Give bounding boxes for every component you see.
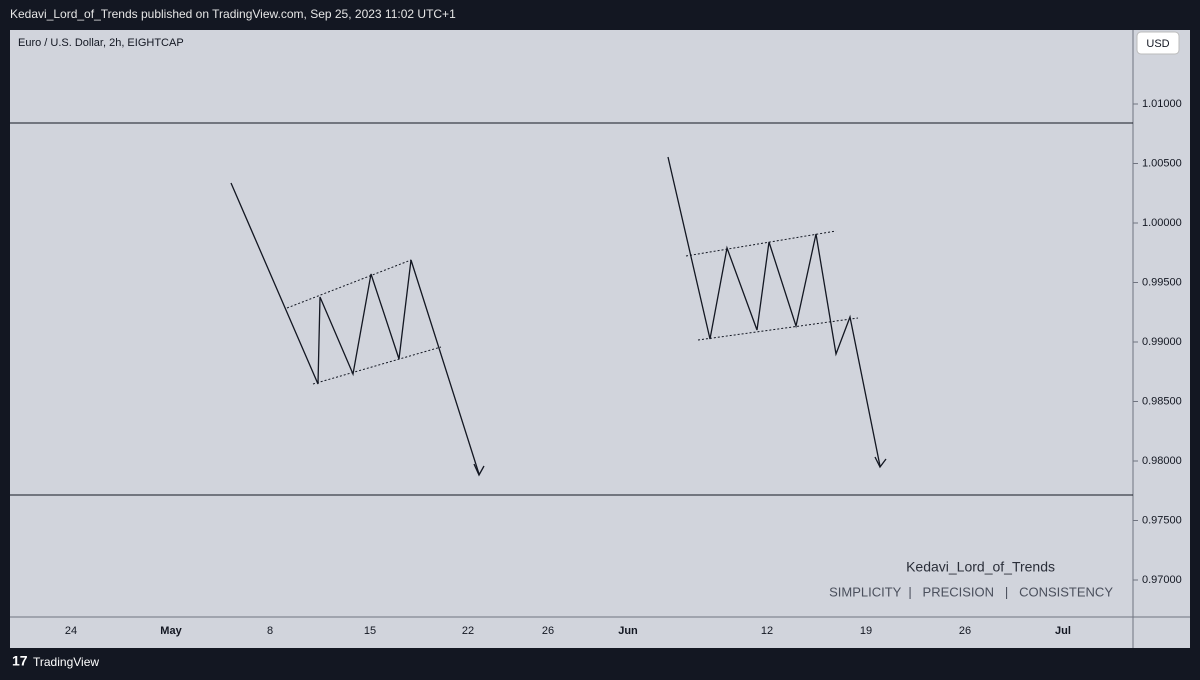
channel-line <box>697 317 859 341</box>
x-tick-label: 24 <box>65 625 77 637</box>
watermark-author: Kedavi_Lord_of_Trends <box>906 559 1055 575</box>
symbol-title: Euro / U.S. Dollar, 2h, EIGHTCAP <box>18 37 184 49</box>
publish-info: Kedavi_Lord_of_Trends published on Tradi… <box>10 7 456 21</box>
logo: 17 <box>12 653 28 669</box>
x-tick-label: May <box>160 625 182 637</box>
currency-label[interactable]: USD <box>1146 38 1169 50</box>
arrowhead <box>473 463 485 477</box>
y-tick-label: 0.97500 <box>1142 514 1182 526</box>
y-tick-label: 0.99000 <box>1142 336 1182 348</box>
y-tick-label: 1.00000 <box>1142 217 1182 229</box>
y-tick-label: 0.97000 <box>1142 574 1182 586</box>
y-tick-label: 1.00500 <box>1142 157 1182 169</box>
zigzag <box>667 156 881 467</box>
x-tick-label: 22 <box>462 625 474 637</box>
footer-brand: TradingView <box>33 655 99 669</box>
x-tick-label: Jul <box>1055 625 1071 637</box>
x-tick-label: 12 <box>761 625 773 637</box>
x-tick-label: 15 <box>364 625 376 637</box>
zigzag <box>230 182 480 475</box>
arrowhead <box>874 456 887 469</box>
x-tick-label: 26 <box>542 625 554 637</box>
y-tick-label: 0.98000 <box>1142 455 1182 467</box>
y-tick-label: 0.99500 <box>1142 276 1182 288</box>
footer <box>0 648 1200 680</box>
y-tick-label: 1.01000 <box>1142 98 1182 110</box>
currency-button[interactable] <box>1136 31 1180 55</box>
y-tick-label: 0.98500 <box>1142 395 1182 407</box>
x-tick-label: 19 <box>860 625 872 637</box>
drawings <box>10 122 1133 496</box>
watermark-tagline: SIMPLICITY | PRECISION | CONSISTENCY <box>829 584 1113 599</box>
x-tick-label: 8 <box>267 625 273 637</box>
channel-line <box>685 230 837 257</box>
x-tick-label: 26 <box>959 625 971 637</box>
x-tick-label: Jun <box>618 625 638 637</box>
chart-area <box>10 30 1190 648</box>
